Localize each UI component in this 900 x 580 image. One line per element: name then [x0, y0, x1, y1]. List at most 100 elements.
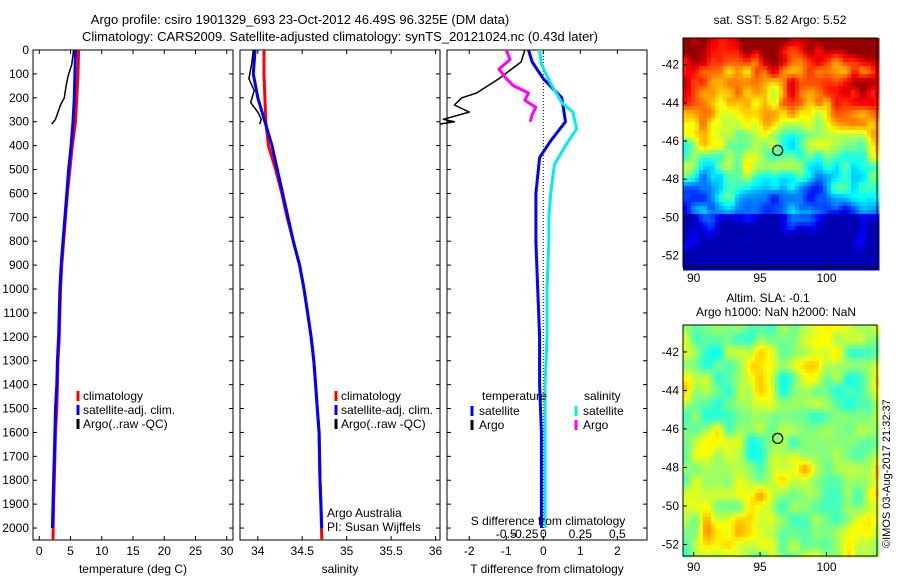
sla-map-cell: [683, 425, 688, 430]
sst-map-cell: [811, 194, 816, 199]
sst-map-cell: [843, 226, 848, 231]
sst-map-cell: [747, 126, 752, 131]
sla-map-cell: [787, 473, 792, 478]
sla-map-cell: [687, 449, 692, 454]
sst-map-cell: [687, 142, 692, 147]
sst-map-cell: [759, 118, 764, 123]
sst-map-cell: [807, 62, 812, 67]
sla-map-cell: [743, 361, 748, 366]
sla-map-cell: [755, 457, 760, 462]
sla-map-cell: [835, 429, 840, 434]
sla-map-cell: [691, 429, 696, 434]
sst-map-cell: [747, 222, 752, 227]
sst-map-cell: [767, 134, 772, 139]
sla-map-cell: [799, 437, 804, 442]
sla-map-cell: [687, 325, 692, 330]
sst-map-cell: [771, 46, 776, 51]
sst-map-cell: [795, 154, 800, 159]
sla-map-cell: [715, 401, 720, 406]
sst-map-cell: [799, 146, 804, 151]
sst-map-cell: [747, 206, 752, 211]
sst-map-cell: [871, 126, 876, 131]
sst-map-cell: [683, 38, 688, 43]
sla-map-cell: [835, 425, 840, 430]
sst-map-cell: [831, 78, 836, 83]
sst-map-cell: [711, 134, 716, 139]
sst-map-cell: [731, 130, 736, 135]
sla-map-cell: [815, 453, 820, 458]
sla-map-cell: [835, 401, 840, 406]
sst-map-cell: [823, 58, 828, 63]
sst-map-cell: [787, 42, 792, 47]
sst-map-cell: [835, 82, 840, 87]
salinity-xtick-label: 35.5: [379, 544, 403, 558]
sla-map-cell: [735, 449, 740, 454]
sla-map-cell: [823, 441, 828, 446]
sla-map-cell: [775, 369, 780, 374]
sla-map-cell: [683, 357, 688, 362]
sst-map-cell: [855, 230, 860, 235]
sst-map-cell: [807, 122, 812, 127]
sla-map-cell: [835, 441, 840, 446]
sst-map-cell: [799, 242, 804, 247]
sst-map-cell: [763, 266, 768, 271]
sla-map-cell: [751, 437, 756, 442]
sla-map-cell: [731, 337, 736, 342]
sla-map-cell: [843, 401, 848, 406]
sst-map-cell: [795, 90, 800, 95]
sla-map-cell: [819, 385, 824, 390]
sla-map-cell: [779, 341, 784, 346]
sst-map-cell: [703, 254, 708, 259]
sst-map-cell: [735, 202, 740, 207]
sla-map-cell: [763, 373, 768, 378]
sst-map-cell: [723, 158, 728, 163]
sla-map-cell: [707, 449, 712, 454]
sst-map-cell: [863, 206, 868, 211]
sst-map-cell: [787, 142, 792, 147]
sla-map-cell: [819, 425, 824, 430]
sst-map-cell: [731, 242, 736, 247]
sla-map-cell: [683, 413, 688, 418]
sla-map-cell: [747, 417, 752, 422]
sst-map-cell: [871, 162, 876, 167]
sla-map-cell: [855, 417, 860, 422]
sla-map-cell: [683, 361, 688, 366]
sst-map-cell: [855, 154, 860, 159]
sst-map-cell: [819, 114, 824, 119]
sla-map-cell: [763, 329, 768, 334]
sla-map-cell: [711, 373, 716, 378]
sst-map-cell: [799, 262, 804, 267]
sst-map-cell: [835, 50, 840, 55]
sst-map-cell: [755, 150, 760, 155]
sla-map-cell: [759, 449, 764, 454]
sst-map-cell: [871, 54, 876, 59]
sst-map-cell: [763, 158, 768, 163]
sst-map-cell: [691, 38, 696, 43]
sla-map-cell: [743, 437, 748, 442]
sst-map-cell: [715, 134, 720, 139]
sla-map-cell: [795, 469, 800, 474]
sst-map-cell: [731, 262, 736, 267]
sst-map-cell: [807, 242, 812, 247]
sst-map-cell: [779, 82, 784, 87]
sst-map-cell: [755, 202, 760, 207]
sst-map-cell: [803, 246, 808, 251]
sla-map-cell: [683, 441, 688, 446]
sst-map-cell: [775, 50, 780, 55]
sla-map-cell: [691, 417, 696, 422]
sla-map-cell: [819, 377, 824, 382]
sla-map-cell: [755, 409, 760, 414]
sla-map-cell: [787, 449, 792, 454]
sst-map-cell: [723, 70, 728, 75]
sla-map-cell: [791, 457, 796, 462]
salinity-axes-frame: [239, 49, 441, 541]
sla-map-cell: [795, 345, 800, 350]
sst-map-cell: [855, 62, 860, 67]
sla-map-cell: [851, 449, 856, 454]
sla-map-cell: [767, 401, 772, 406]
sst-map-cell: [815, 194, 820, 199]
sla-map-cell: [811, 389, 816, 394]
sst-map-cell: [791, 158, 796, 163]
sst-map-cell: [851, 162, 856, 167]
sst-map-cell: [735, 194, 740, 199]
